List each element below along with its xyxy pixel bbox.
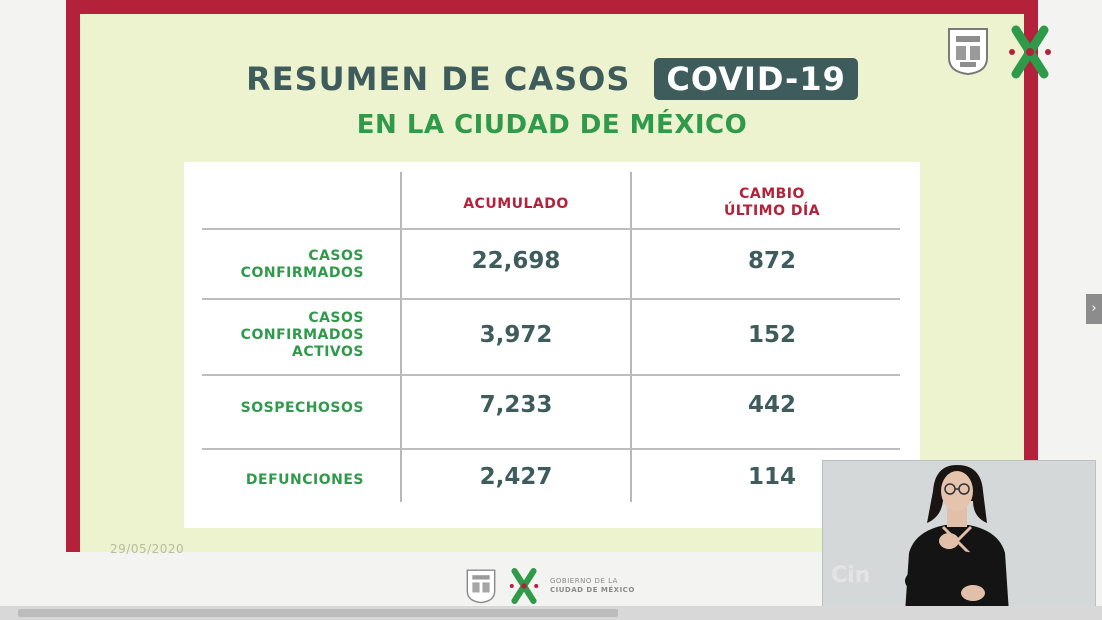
header-acumulado: ACUMULADO (463, 196, 569, 212)
header-cambio: CAMBIO ÚLTIMO DÍA (723, 186, 821, 219)
interpreter-figure (823, 461, 1095, 613)
column-divider (630, 172, 632, 502)
slide: RESUMEN DE CASOS COVID-19 EN LA CIUDAD D… (80, 14, 1051, 556)
sign-language-interpreter-video: Cin (822, 460, 1096, 614)
row-label-defunciones: DEFUNCIONES (245, 472, 364, 488)
footer-org-text: GOBIERNO DE LA CIUDAD DE MÉXICO (550, 577, 635, 595)
cases-table: ACUMULADO CAMBIO ÚLTIMO DÍA CASOS CONFIR… (184, 162, 920, 528)
row-label-sospechosos: SOSPECHOSOS (240, 400, 364, 416)
row-label-activos: CASOS CONFIRMADOS ACTIVOS (240, 310, 364, 360)
value-cambio-activos: 152 (747, 322, 796, 348)
value-cambio-confirmados: 872 (747, 248, 796, 274)
slide-title: RESUMEN DE CASOS (246, 60, 631, 98)
footer-org-line1: GOBIERNO DE LA (550, 577, 618, 585)
value-acumulado-activos: 3,972 (479, 322, 553, 348)
video-watermark: Cin (831, 563, 871, 588)
cdmx-shield-icon (948, 28, 988, 76)
scrollbar-thumb[interactable] (18, 609, 618, 617)
value-acumulado-defunciones: 2,427 (479, 464, 553, 490)
column-divider (400, 172, 402, 502)
footer-shield-icon (466, 569, 496, 604)
covid-badge: COVID-19 (654, 58, 858, 100)
cdmx-logo-icon (1009, 25, 1051, 79)
row-divider (202, 374, 900, 376)
footer-logos: GOBIERNO DE LA CIUDAD DE MÉXICO (464, 566, 635, 606)
row-divider (202, 298, 900, 300)
slide-frame: RESUMEN DE CASOS COVID-19 EN LA CIUDAD D… (66, 0, 1051, 556)
row-divider (202, 228, 900, 230)
horizontal-scrollbar[interactable] (0, 606, 1102, 620)
value-cambio-sospechosos: 442 (747, 392, 796, 418)
row-divider (202, 448, 900, 450)
value-acumulado-confirmados: 22,698 (471, 248, 561, 274)
footer-org-line2: CIUDAD DE MÉXICO (550, 586, 635, 594)
title-row: RESUMEN DE CASOS COVID-19 (80, 54, 1024, 104)
footer-cdmx-logo-icon (509, 568, 539, 604)
slide-subtitle: EN LA CIUDAD DE MÉXICO (356, 110, 748, 140)
value-cambio-defunciones: 114 (747, 464, 796, 490)
value-acumulado-sospechosos: 7,233 (479, 392, 553, 418)
slide-date: 29/05/2020 (110, 542, 185, 556)
next-slide-arrow-icon[interactable]: › (1086, 294, 1102, 324)
row-label-confirmados: CASOS CONFIRMADOS (240, 248, 364, 281)
